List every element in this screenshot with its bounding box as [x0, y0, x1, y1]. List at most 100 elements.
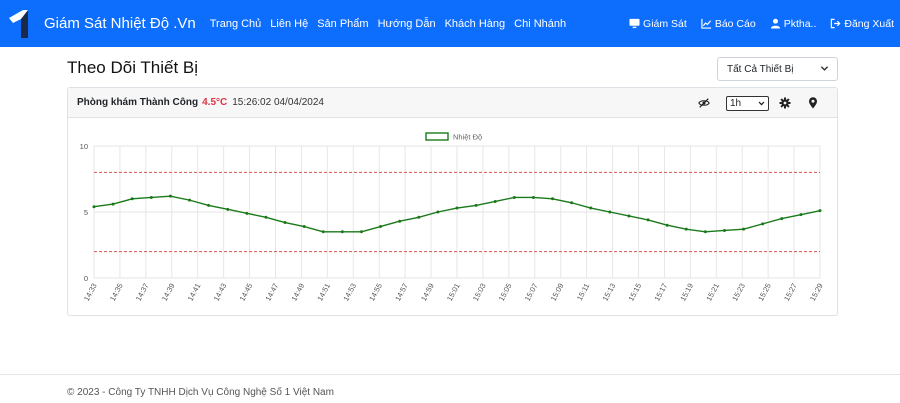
line-chart-icon [701, 18, 711, 29]
x-tick-label: 15:11 [575, 282, 591, 302]
main-nav: Trang Chủ Liên Hệ Sản Phẩm Hướng Dẫn Khá… [210, 18, 575, 30]
data-point [627, 214, 631, 218]
device-timestamp: 15:26:02 04/04/2024 [232, 97, 324, 108]
nav-report-label: Báo Cáo [714, 17, 756, 30]
device-card-header: Phòng khám Thành Công 4.5°C 15:26:02 04/… [68, 88, 837, 118]
map-marker-icon[interactable] [807, 97, 819, 109]
nav-link-products[interactable]: Sản Phẩm [317, 17, 369, 30]
data-point [321, 230, 325, 234]
x-tick-label: 14:59 [419, 282, 436, 303]
data-point [799, 213, 803, 217]
data-point [436, 210, 440, 214]
data-point [168, 194, 172, 198]
x-tick-label: 14:39 [160, 282, 177, 303]
nav-logout-label: Đăng Xuất [844, 17, 894, 30]
data-point [570, 201, 574, 205]
x-tick-label: 14:43 [212, 282, 229, 303]
x-tick-label: 14:45 [238, 282, 255, 303]
data-point [742, 227, 746, 231]
nav-link-home[interactable]: Trang Chủ [209, 17, 262, 30]
x-tick-label: 14:41 [186, 282, 203, 303]
data-point [379, 225, 383, 229]
data-point [589, 206, 593, 210]
x-tick-label: 15:21 [704, 282, 721, 303]
brand[interactable]: Giám Sát Nhiệt Độ .Vn [6, 8, 196, 40]
data-point [512, 195, 516, 199]
x-tick-label: 15:25 [756, 282, 773, 303]
device-location: Phòng khám Thành Công [77, 97, 199, 108]
data-point [92, 205, 96, 209]
user-icon [770, 18, 780, 29]
data-point [207, 203, 211, 207]
data-point [417, 215, 421, 219]
nav-logout-link[interactable]: Đăng Xuất [830, 18, 894, 30]
x-tick-label: 15:05 [497, 282, 514, 303]
x-tick-label: 15:19 [678, 282, 695, 303]
x-tick-label: 15:09 [549, 282, 566, 303]
data-point [302, 225, 306, 229]
x-tick-label: 14:47 [264, 282, 281, 303]
data-point [722, 228, 726, 232]
x-tick-label: 15:23 [730, 282, 747, 303]
device-card: Phòng khám Thành Công 4.5°C 15:26:02 04/… [67, 87, 838, 316]
x-tick-label: 15:07 [523, 282, 540, 303]
x-tick-label: 14:53 [341, 282, 358, 303]
data-point [551, 197, 555, 201]
data-point [188, 198, 192, 202]
x-tick-label: 15:27 [782, 282, 799, 303]
x-tick-label: 14:55 [367, 282, 384, 303]
device-filter-value: Tất Cả Thiết Bị [727, 63, 794, 75]
time-range-value: 1h [730, 97, 742, 109]
nav-report-link[interactable]: Báo Cáo [701, 18, 756, 30]
data-point [665, 223, 669, 227]
legend-swatch [425, 132, 449, 141]
x-tick-label: 14:49 [289, 282, 306, 303]
x-tick-label: 15:03 [471, 282, 488, 303]
nav-user-link[interactable]: Pktha.. [770, 18, 816, 30]
nav-link-branches[interactable]: Chi Nhánh [514, 17, 567, 30]
data-point [684, 227, 688, 231]
time-range-select[interactable]: 1h [726, 95, 769, 111]
device-temperature: 4.5°C [202, 97, 228, 108]
data-point [608, 210, 612, 214]
data-point [111, 202, 115, 206]
data-point [226, 207, 230, 211]
brand-logo-icon [9, 9, 28, 38]
top-navbar: Giám Sát Nhiệt Độ .Vn Trang Chủ Liên Hệ … [0, 0, 900, 47]
x-tick-label: 15:15 [627, 282, 644, 303]
data-point [818, 209, 822, 213]
x-tick-label: 15:13 [601, 282, 618, 303]
legend-label: Nhiệt Độ [453, 133, 482, 142]
data-point [264, 215, 268, 219]
x-tick-label: 15:01 [445, 282, 462, 303]
data-point [359, 230, 363, 234]
data-point [340, 230, 344, 234]
footer-divider [0, 374, 900, 375]
data-point [646, 218, 650, 222]
nav-link-contact[interactable]: Liên Hệ [270, 17, 309, 30]
data-point [245, 211, 249, 215]
data-point [455, 206, 459, 210]
logout-icon [831, 18, 841, 29]
data-point [283, 221, 287, 225]
temperature-chart: 0 5 10 14:33 14:35 14:37 14:39 14:41 14:43 14:45 1… [80, 132, 825, 303]
nav-monitor-link[interactable]: Giám Sát [629, 18, 687, 30]
data-point [531, 195, 535, 199]
nav-link-guide[interactable]: Hướng Dẫn [377, 17, 436, 30]
brand-title: Giám Sát Nhiệt Độ .Vn [44, 15, 196, 32]
chevron-down-icon [820, 66, 829, 71]
eye-slash-icon[interactable] [698, 97, 710, 109]
nav-link-customers[interactable]: Khách Hàng [444, 17, 506, 30]
x-tick-label: 14:51 [315, 282, 332, 303]
nav-monitor-label: Giám Sát [643, 17, 687, 30]
data-point [493, 199, 497, 203]
x-tick-label: 14:37 [134, 282, 151, 303]
x-tick-label: 14:35 [108, 282, 125, 303]
y-tick-label: 5 [84, 208, 88, 217]
x-tick-label: 14:57 [393, 282, 410, 303]
device-filter-select[interactable]: Tất Cả Thiết Bị [717, 57, 838, 81]
x-tick-label: 14:33 [82, 282, 99, 303]
y-tick-label: 10 [80, 142, 88, 151]
gear-icon[interactable] [779, 97, 791, 109]
user-nav: Giám Sát Báo Cáo Pktha.. Đăng Xuất [615, 0, 894, 47]
